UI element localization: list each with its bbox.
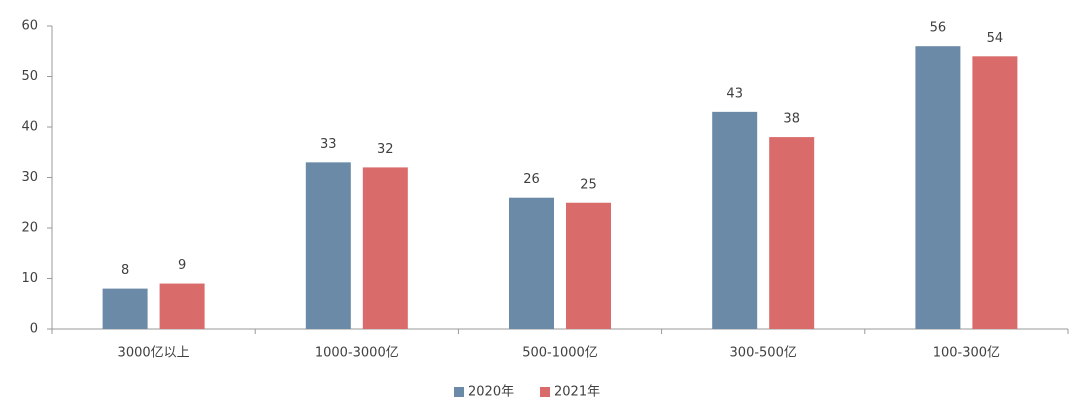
legend-label: 2021年 xyxy=(554,385,600,400)
bar xyxy=(362,167,408,329)
bar xyxy=(102,288,148,329)
bar xyxy=(305,162,351,329)
y-tick-label: 50 xyxy=(21,69,38,84)
bar xyxy=(972,56,1018,330)
x-tick-label: 100-300亿 xyxy=(933,346,1000,361)
data-label: 8 xyxy=(121,263,129,278)
data-label: 43 xyxy=(726,86,743,101)
bar xyxy=(509,197,554,329)
y-tick-label: 60 xyxy=(21,19,38,34)
data-label: 9 xyxy=(178,258,186,273)
bar xyxy=(159,283,205,329)
bar xyxy=(566,202,611,329)
x-tick-label: 1000-3000亿 xyxy=(315,346,399,361)
bar xyxy=(915,46,961,329)
data-label: 32 xyxy=(377,142,394,157)
bar xyxy=(712,111,758,329)
x-tick-label: 500-1000亿 xyxy=(522,346,598,361)
legend-swatch xyxy=(540,387,550,397)
y-tick-label: 10 xyxy=(21,271,38,286)
y-tick-label: 0 xyxy=(30,322,38,337)
legend-swatch xyxy=(454,387,464,397)
data-label: 56 xyxy=(930,21,947,36)
x-tick-label: 3000亿以上 xyxy=(118,346,190,361)
data-label: 33 xyxy=(320,137,337,152)
data-label: 25 xyxy=(580,177,597,192)
y-tick-label: 30 xyxy=(21,170,38,185)
data-label: 26 xyxy=(523,172,540,187)
data-label: 54 xyxy=(987,31,1004,46)
bar xyxy=(769,137,815,329)
legend-label: 2020年 xyxy=(468,385,514,400)
data-label: 38 xyxy=(783,112,800,127)
y-tick-label: 20 xyxy=(21,221,38,236)
x-tick-label: 300-500亿 xyxy=(730,346,797,361)
y-tick-label: 40 xyxy=(21,120,38,135)
